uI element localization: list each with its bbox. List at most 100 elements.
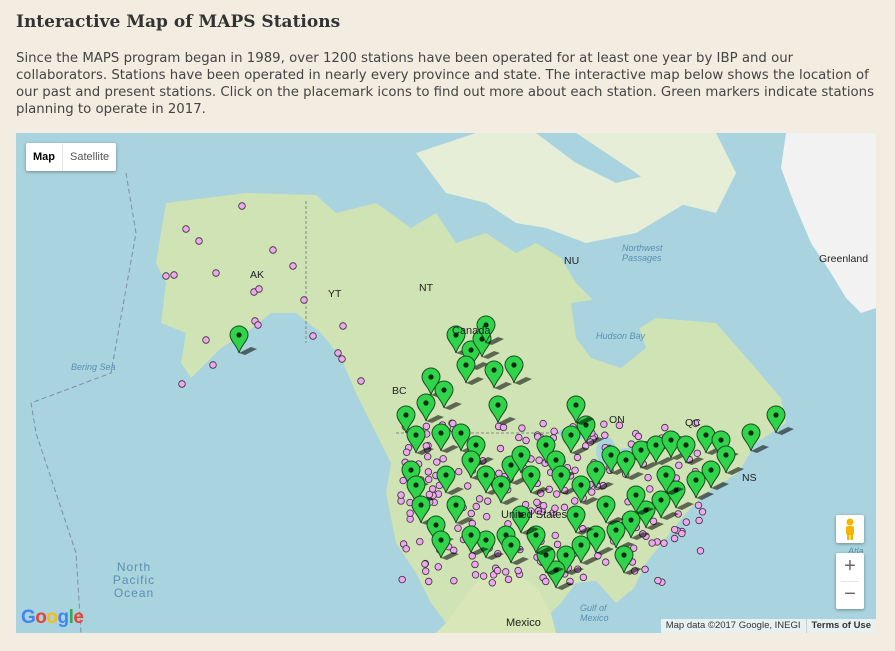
station-dot[interactable] (551, 504, 559, 512)
station-dot[interactable] (600, 420, 608, 428)
station-dot[interactable] (238, 202, 246, 210)
station-dot[interactable] (641, 565, 649, 574)
station-dot[interactable] (522, 436, 530, 445)
station-dot[interactable] (309, 332, 317, 340)
station-pin[interactable] (501, 535, 529, 565)
station-dot[interactable] (439, 455, 447, 463)
station-dot[interactable] (571, 497, 579, 505)
station-pin[interactable] (456, 355, 484, 385)
zoom-in-button[interactable]: + (844, 555, 856, 577)
station-dot[interactable] (504, 575, 513, 584)
station-pin[interactable] (701, 460, 729, 490)
station-dot[interactable] (488, 579, 496, 587)
station-dot[interactable] (542, 577, 550, 586)
station-dot[interactable] (552, 490, 561, 498)
station-dot[interactable] (454, 524, 462, 532)
station-pin[interactable] (621, 510, 649, 540)
station-dot[interactable] (560, 503, 569, 512)
station-pin[interactable] (566, 395, 594, 425)
station-dot[interactable] (670, 534, 679, 543)
station-dot[interactable] (675, 461, 683, 470)
station-dot[interactable] (425, 577, 433, 586)
station-dot[interactable] (357, 377, 365, 385)
station-pin[interactable] (656, 465, 684, 495)
station-pin[interactable] (511, 505, 539, 535)
station-dot[interactable] (433, 458, 441, 466)
station-dot[interactable] (678, 529, 686, 538)
station-pin[interactable] (466, 435, 494, 465)
station-dot[interactable] (693, 449, 701, 457)
station-dot[interactable] (493, 566, 502, 575)
station-pin[interactable] (491, 475, 519, 505)
station-markers[interactable] (16, 133, 876, 633)
station-dot[interactable] (499, 423, 508, 432)
station-dot[interactable] (483, 497, 492, 505)
station-pin[interactable] (626, 485, 654, 515)
station-dot[interactable] (398, 575, 406, 584)
station-dot[interactable] (539, 419, 547, 428)
station-pin[interactable] (571, 535, 599, 565)
station-dot[interactable] (397, 491, 405, 499)
station-dot[interactable] (551, 531, 559, 540)
station-dot[interactable] (648, 539, 656, 547)
map-type-map-button[interactable]: Map (26, 143, 63, 171)
station-dot[interactable] (212, 269, 220, 277)
station-dot[interactable] (496, 444, 505, 453)
station-dot[interactable] (339, 322, 347, 330)
station-dot[interactable] (533, 498, 541, 507)
station-dot[interactable] (455, 467, 463, 476)
station-dot[interactable] (182, 225, 190, 233)
station-dot[interactable] (482, 512, 491, 521)
station-dot[interactable] (402, 545, 410, 553)
station-dot[interactable] (472, 502, 480, 511)
station-dot[interactable] (588, 488, 596, 496)
station-dot[interactable] (421, 560, 429, 568)
station-pin[interactable] (676, 435, 704, 465)
station-dot[interactable] (479, 572, 488, 580)
station-pin[interactable] (561, 425, 589, 455)
station-dot[interactable] (434, 563, 442, 571)
station-dot[interactable] (654, 576, 662, 585)
station-dot[interactable] (535, 456, 543, 464)
station-dot[interactable] (421, 567, 430, 575)
station-dot[interactable] (644, 473, 652, 482)
station-dot[interactable] (471, 560, 479, 569)
station-dot[interactable] (254, 321, 262, 329)
station-dot[interactable] (170, 271, 178, 279)
station-pin[interactable] (416, 393, 444, 423)
station-dot[interactable] (269, 246, 277, 254)
station-pin[interactable] (461, 525, 489, 555)
station-pin[interactable] (686, 470, 714, 500)
station-pin[interactable] (229, 325, 257, 355)
station-dot[interactable] (601, 558, 610, 566)
station-pin[interactable] (596, 495, 624, 525)
station-dot[interactable] (634, 432, 643, 441)
station-dot[interactable] (463, 482, 472, 490)
station-dot[interactable] (424, 468, 433, 476)
station-dot[interactable] (406, 509, 414, 517)
station-dot[interactable] (682, 518, 690, 526)
station-dot[interactable] (671, 525, 679, 534)
station-dot[interactable] (691, 419, 700, 427)
terms-of-use-link[interactable]: Terms of Use (805, 619, 876, 633)
station-pin[interactable] (488, 395, 516, 425)
station-dot[interactable] (502, 568, 510, 576)
station-pin[interactable] (431, 423, 459, 453)
station-dot[interactable] (195, 237, 203, 245)
station-dot[interactable] (425, 475, 433, 484)
station-dot[interactable] (553, 540, 562, 549)
station-dot[interactable] (422, 422, 431, 431)
station-dot[interactable] (471, 571, 480, 579)
station-pin[interactable] (484, 360, 512, 390)
street-view-pegman[interactable] (836, 515, 864, 543)
map-type-satellite-button[interactable]: Satellite (70, 151, 110, 163)
station-dot[interactable] (539, 501, 548, 510)
station-dot[interactable] (338, 355, 346, 363)
station-dot[interactable] (202, 336, 210, 344)
zoom-out-button[interactable]: − (844, 583, 856, 605)
station-pin[interactable] (566, 505, 594, 535)
station-pin[interactable] (504, 355, 532, 385)
station-dot[interactable] (515, 433, 523, 442)
station-dot[interactable] (449, 419, 457, 428)
station-dot[interactable] (615, 421, 624, 430)
